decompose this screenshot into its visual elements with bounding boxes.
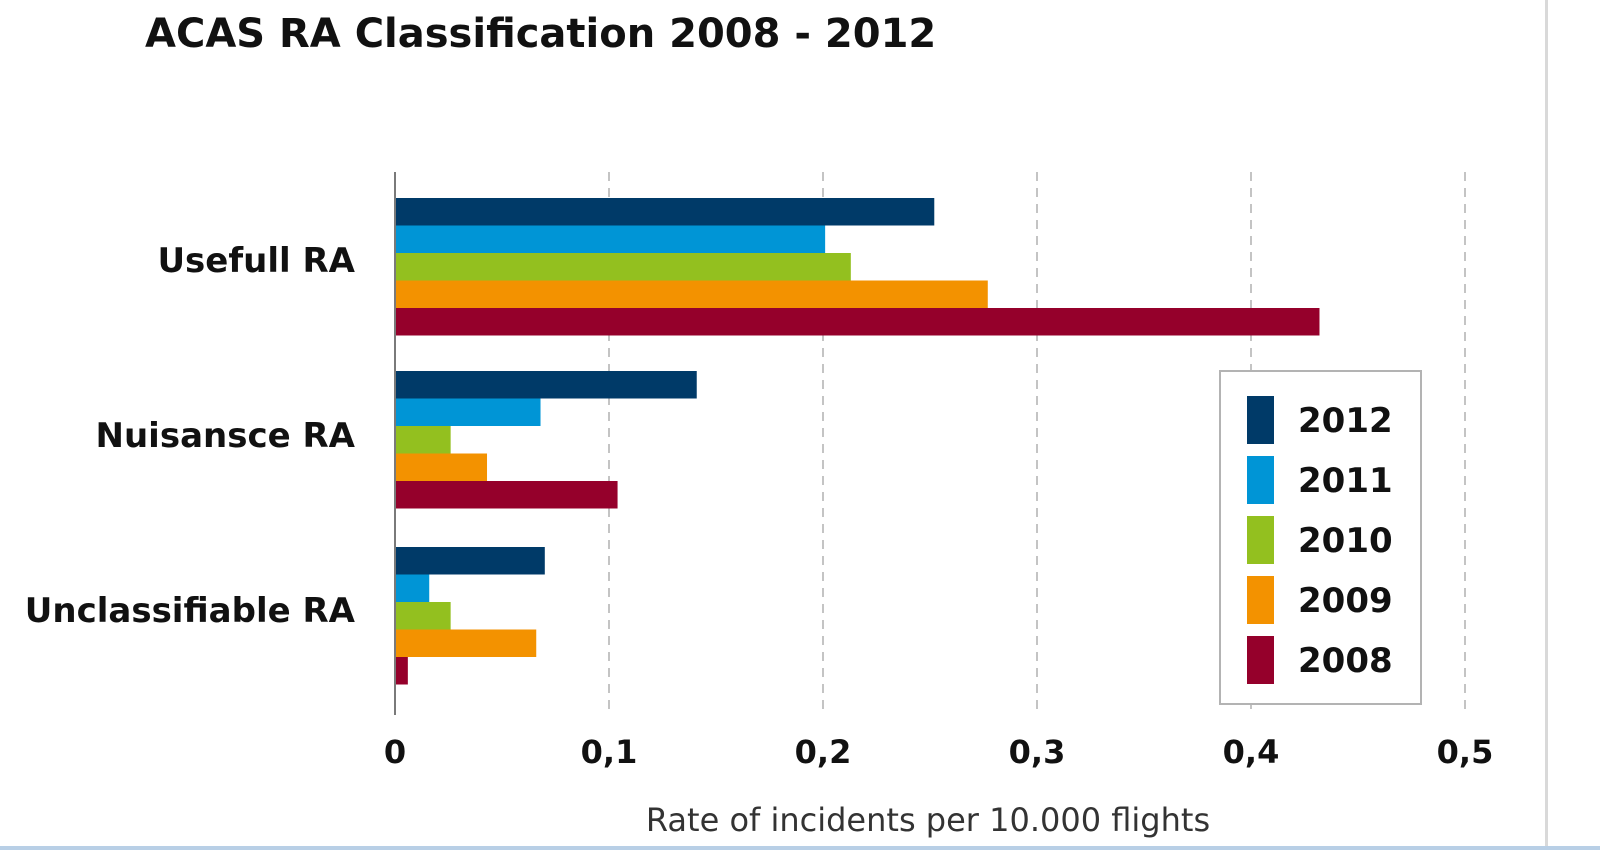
- legend-swatch: [1247, 456, 1274, 504]
- bar: [395, 547, 545, 575]
- bar: [395, 453, 488, 481]
- x-tick-label: 0,1: [581, 733, 638, 771]
- legend-swatch: [1247, 576, 1274, 624]
- legend-swatch: [1247, 396, 1274, 444]
- bar: [395, 574, 430, 602]
- frame-border-right: [1545, 0, 1548, 850]
- bar: [395, 280, 988, 308]
- legend-label: 2011: [1298, 461, 1393, 501]
- category-label: Nuisansce RA: [96, 416, 356, 456]
- bar: [395, 371, 697, 399]
- bar: [395, 198, 935, 226]
- bars: [395, 198, 1320, 685]
- bar: [395, 398, 541, 426]
- category-label: Usefull RA: [157, 241, 355, 281]
- legend-label: 2012: [1298, 401, 1393, 441]
- bar: [395, 657, 408, 685]
- x-axis-title: Rate of incidents per 10.000 flights: [646, 801, 1210, 839]
- category-labels: Usefull RA Nuisansce RA Unclassifiable RA: [25, 241, 356, 631]
- frame-border-bottom: [0, 846, 1600, 850]
- category-label: Unclassifiable RA: [25, 591, 356, 631]
- legend-swatch: [1247, 516, 1274, 564]
- bar: [395, 629, 537, 657]
- chart-title: ACAS RA Classification 2008 - 2012: [145, 11, 936, 57]
- x-tick-label: 0,3: [1009, 733, 1066, 771]
- x-tick-labels: 0 0,1 0,2 0,3 0,4 0,5: [384, 733, 1493, 771]
- bar: [395, 253, 851, 281]
- x-tick-label: 0,2: [795, 733, 852, 771]
- x-tick-label: 0: [384, 733, 406, 771]
- x-tick-label: 0,5: [1437, 733, 1494, 771]
- legend-label: 2009: [1298, 581, 1393, 621]
- bar: [395, 481, 618, 509]
- bar: [395, 426, 451, 454]
- legend: 2012 2011 2010 2009 2008: [1219, 370, 1422, 705]
- legend-label: 2010: [1298, 521, 1393, 561]
- x-tick-label: 0,4: [1223, 733, 1280, 771]
- bar: [395, 225, 826, 253]
- legend-swatch: [1247, 636, 1274, 684]
- legend-label: 2008: [1298, 641, 1393, 681]
- bar: [395, 308, 1320, 336]
- bar: [395, 602, 451, 630]
